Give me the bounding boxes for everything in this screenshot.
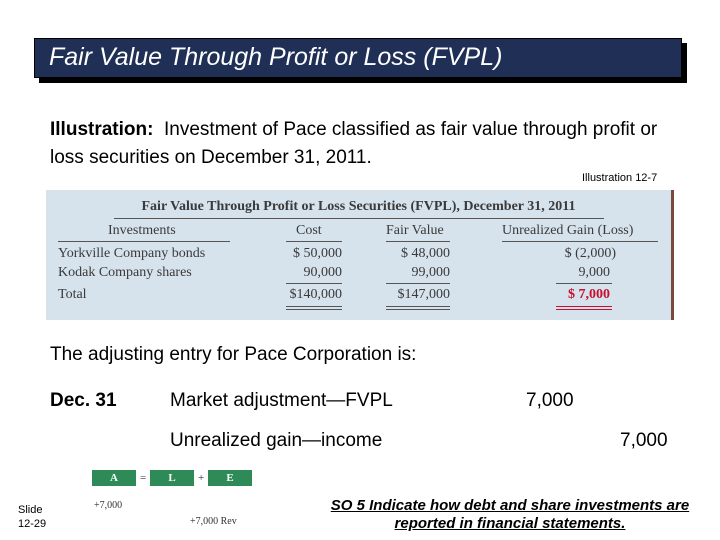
adjusting-entry-intro: The adjusting entry for Pace Corporation…	[50, 344, 417, 365]
equation-liabilities-box: L	[150, 470, 194, 486]
total-double-rule	[556, 309, 612, 310]
row-name: Yorkville Company bonds	[58, 246, 206, 261]
total-double-rule	[386, 309, 450, 310]
illustration-reference: Illustration 12-7	[582, 172, 658, 184]
total-double-rule	[286, 309, 342, 310]
header-fair-value: Fair Value	[386, 223, 444, 238]
credit-account: Unrealized gain—income	[170, 430, 383, 451]
entry-date: Dec. 31	[50, 390, 117, 411]
slide-number: Slide 12-29	[18, 503, 46, 531]
illustration-description: Illustration: Investment of Pace classif…	[50, 116, 690, 172]
fvpl-table: Fair Value Through Profit or Loss Securi…	[46, 190, 674, 320]
subtotal-rule	[556, 283, 612, 284]
credit-amount: 7,000	[620, 430, 668, 451]
total-double-rule	[556, 306, 612, 307]
header-unrealized-gain: Unrealized Gain (Loss)	[502, 223, 634, 238]
row-fair-value: 99,000	[411, 265, 451, 280]
header-rule	[286, 241, 342, 242]
subtotal-rule	[386, 283, 450, 284]
row-name-total: Total	[58, 287, 87, 302]
header-cost: Cost	[296, 223, 322, 238]
equation-assets-box: A	[92, 470, 136, 486]
illustration-text: Investment of Pace classified as fair va…	[50, 119, 658, 168]
total-double-rule	[386, 306, 450, 307]
row-name: Kodak Company shares	[58, 265, 192, 280]
table-title: Fair Value Through Profit or Loss Securi…	[141, 199, 576, 214]
row-cost-total: $140,000	[289, 287, 343, 302]
study-objective: SO 5 Indicate how debt and share investm…	[300, 497, 720, 533]
row-gain-total: $ 7,000	[568, 287, 610, 302]
row-cost: $ 50,000	[293, 246, 342, 261]
equation-equity-value: +7,000 Rev	[190, 516, 237, 527]
equation-plus: +	[198, 472, 205, 484]
header-rule	[502, 241, 658, 242]
debit-account: Market adjustment—FVPL	[170, 390, 393, 411]
header-investments: Investments	[108, 223, 176, 238]
debit-amount: 7,000	[526, 390, 574, 411]
row-gain: 9,000	[578, 265, 611, 280]
slide-label: Slide	[18, 504, 43, 516]
equation-equity-box: E	[208, 470, 252, 486]
row-fair-value: $ 48,000	[401, 246, 450, 261]
row-gain: $ (2,000)	[564, 246, 616, 261]
slide-title: Fair Value Through Profit or Loss (FVPL)	[49, 43, 503, 71]
total-double-rule	[286, 306, 342, 307]
illustration-label: Illustration:	[50, 119, 154, 140]
row-fair-value-total: $147,000	[397, 287, 451, 302]
study-objective-text: SO 5 Indicate how debt and share investm…	[330, 497, 690, 532]
subtotal-rule	[286, 283, 342, 284]
row-cost: 90,000	[303, 265, 343, 280]
slide-title-bar: Fair Value Through Profit or Loss (FVPL)	[34, 38, 682, 78]
slide-number-value: 12-29	[18, 518, 47, 530]
equation-assets-value: +7,000	[94, 500, 123, 511]
header-rule	[386, 241, 450, 242]
equation-equals: =	[140, 472, 147, 484]
title-underline	[114, 218, 604, 219]
header-rule	[58, 241, 230, 242]
